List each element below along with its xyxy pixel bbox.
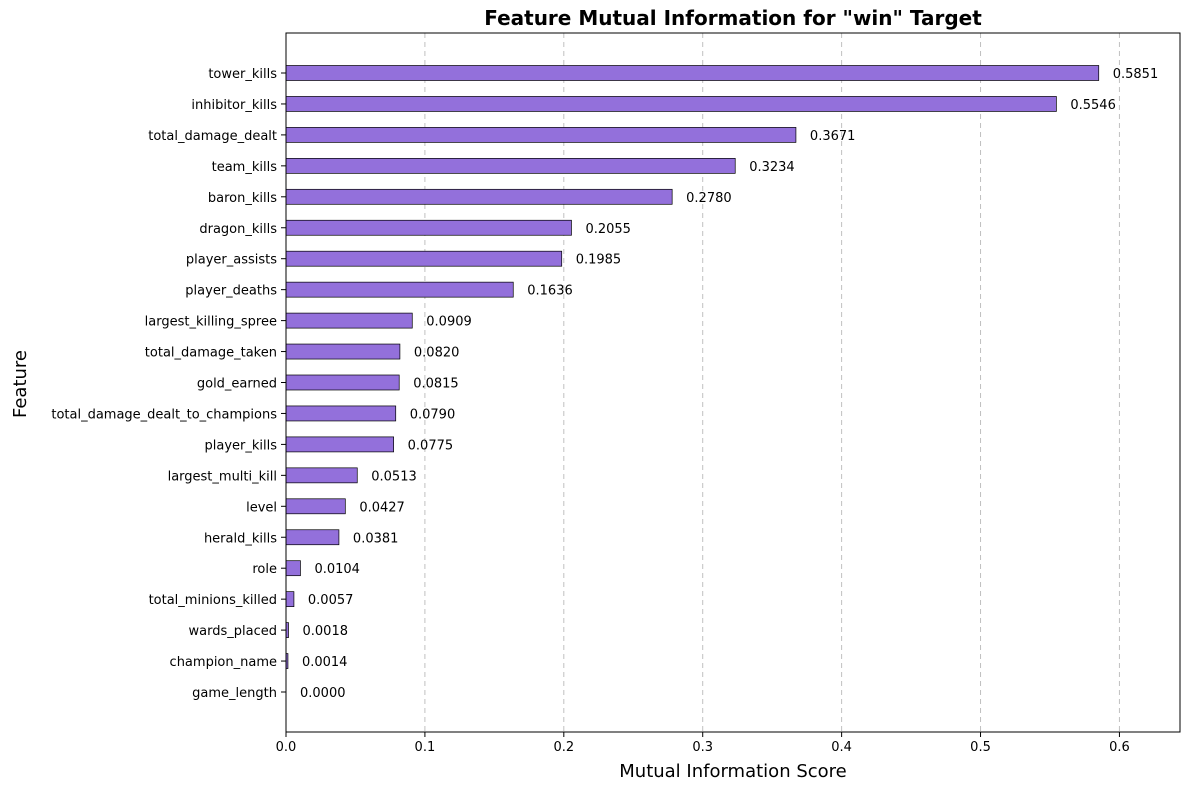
x-axis-ticks: 0.0 0.1 0.2 0.3 0.4 0.5 0.6: [276, 732, 1130, 755]
y-tick-label-largest_killing_spree: largest_killing_spree: [145, 315, 277, 330]
x-tick-label: 0.1: [415, 740, 436, 755]
bar-level: [285, 498, 346, 515]
y-tick-label-dragon_kills: dragon_kills: [199, 222, 277, 237]
y-tick-label-player_deaths: player_deaths: [185, 284, 277, 299]
value-label-total_minions_killed: 0.0057: [308, 593, 354, 608]
value-labels-group: 0.5851 0.5546 0.3671 0.3234 0.2780 0.2055 0.19…: [300, 67, 1158, 701]
x-tick-label: 0.2: [553, 740, 574, 755]
y-tick-label-wards_placed: wards_placed: [189, 624, 277, 639]
x-axis-label: Mutual Information Score: [619, 761, 847, 782]
y-tick-label-total_damage_dealt: total_damage_dealt: [148, 129, 277, 144]
plot-frame: [285, 32, 1181, 733]
value-label-wards_placed: 0.0018: [303, 624, 349, 639]
bar-total_damage_taken: [285, 343, 401, 360]
value-label-largest_multi_kill: 0.0513: [371, 469, 417, 484]
value-label-champion_name: 0.0014: [302, 655, 348, 670]
bars-group: [285, 65, 1100, 669]
x-tick-label: 0.6: [1109, 740, 1130, 755]
y-tick-label-baron_kills: baron_kills: [208, 191, 277, 206]
x-tick-label: 0.0: [276, 740, 297, 755]
value-label-total_damage_dealt: 0.3671: [810, 129, 856, 144]
y-tick-label-total_damage_dealt_to_champions: total_damage_dealt_to_champions: [51, 407, 277, 422]
bar-total_damage_dealt_to_champions: [285, 405, 397, 422]
y-tick-label-total_damage_taken: total_damage_taken: [145, 346, 277, 361]
value-label-dragon_kills: 0.2055: [585, 222, 631, 237]
value-label-total_damage_taken: 0.0820: [414, 346, 460, 361]
value-label-player_assists: 0.1985: [576, 253, 622, 268]
y-tick-label-gold_earned: gold_earned: [197, 377, 277, 392]
y-tick-label-total_minions_killed: total_minions_killed: [149, 593, 277, 608]
y-tick-label-herald_kills: herald_kills: [204, 531, 277, 546]
value-label-inhibitor_kills: 0.5546: [1070, 98, 1116, 113]
y-tick-label-player_assists: player_assists: [186, 253, 277, 268]
bar-baron_kills: [285, 188, 673, 205]
bar-total_damage_dealt: [285, 127, 797, 143]
bar-herald_kills: [285, 529, 340, 546]
value-label-game_length: 0.0000: [300, 686, 346, 701]
value-label-role: 0.0104: [314, 562, 360, 577]
bar-role: [285, 560, 301, 577]
y-tick-label-player_kills: player_kills: [204, 438, 277, 453]
bar-tower_kills: [285, 65, 1100, 81]
bar-largest_multi_kill: [285, 467, 358, 484]
bar-inhibitor_kills: [285, 96, 1057, 112]
y-tick-label-inhibitor_kills: inhibitor_kills: [191, 98, 277, 113]
y-axis-label: Feature: [10, 350, 31, 418]
value-label-gold_earned: 0.0815: [413, 377, 459, 392]
bar-largest_killing_spree: [285, 312, 413, 329]
bar-total_minions_killed: [285, 591, 295, 608]
value-label-total_damage_dealt_to_champions: 0.0790: [410, 407, 456, 422]
y-tick-label-level: level: [246, 500, 277, 515]
bar-player_assists: [285, 250, 563, 267]
bar-player_deaths: [285, 281, 514, 298]
y-tick-label-largest_multi_kill: largest_multi_kill: [168, 469, 277, 484]
value-label-largest_killing_spree: 0.0909: [426, 315, 472, 330]
value-label-team_kills: 0.3234: [749, 160, 795, 175]
value-label-player_kills: 0.0775: [408, 438, 454, 453]
y-tick-label-role: role: [252, 562, 277, 577]
value-label-baron_kills: 0.2780: [686, 191, 732, 206]
bar-gold_earned: [285, 374, 400, 391]
x-tick-label: 0.4: [831, 740, 852, 755]
bar-player_kills: [285, 436, 395, 453]
chart-title: Feature Mutual Information for "win" Tar…: [484, 6, 982, 30]
x-tick-label: 0.3: [692, 740, 713, 755]
x-tick-label: 0.5: [970, 740, 991, 755]
y-axis-ticks: tower_kills inhibitor_kills total_damage_d…: [51, 67, 286, 701]
value-label-level: 0.0427: [359, 500, 405, 515]
value-label-tower_kills: 0.5851: [1113, 67, 1159, 82]
bar-dragon_kills: [285, 219, 572, 236]
value-label-player_deaths: 0.1636: [527, 284, 573, 299]
y-tick-label-game_length: game_length: [192, 686, 277, 701]
y-tick-label-champion_name: champion_name: [170, 655, 277, 670]
value-label-herald_kills: 0.0381: [353, 531, 399, 546]
y-tick-label-team_kills: team_kills: [212, 160, 278, 175]
bar-team_kills: [285, 158, 736, 174]
y-tick-label-tower_kills: tower_kills: [208, 67, 277, 82]
